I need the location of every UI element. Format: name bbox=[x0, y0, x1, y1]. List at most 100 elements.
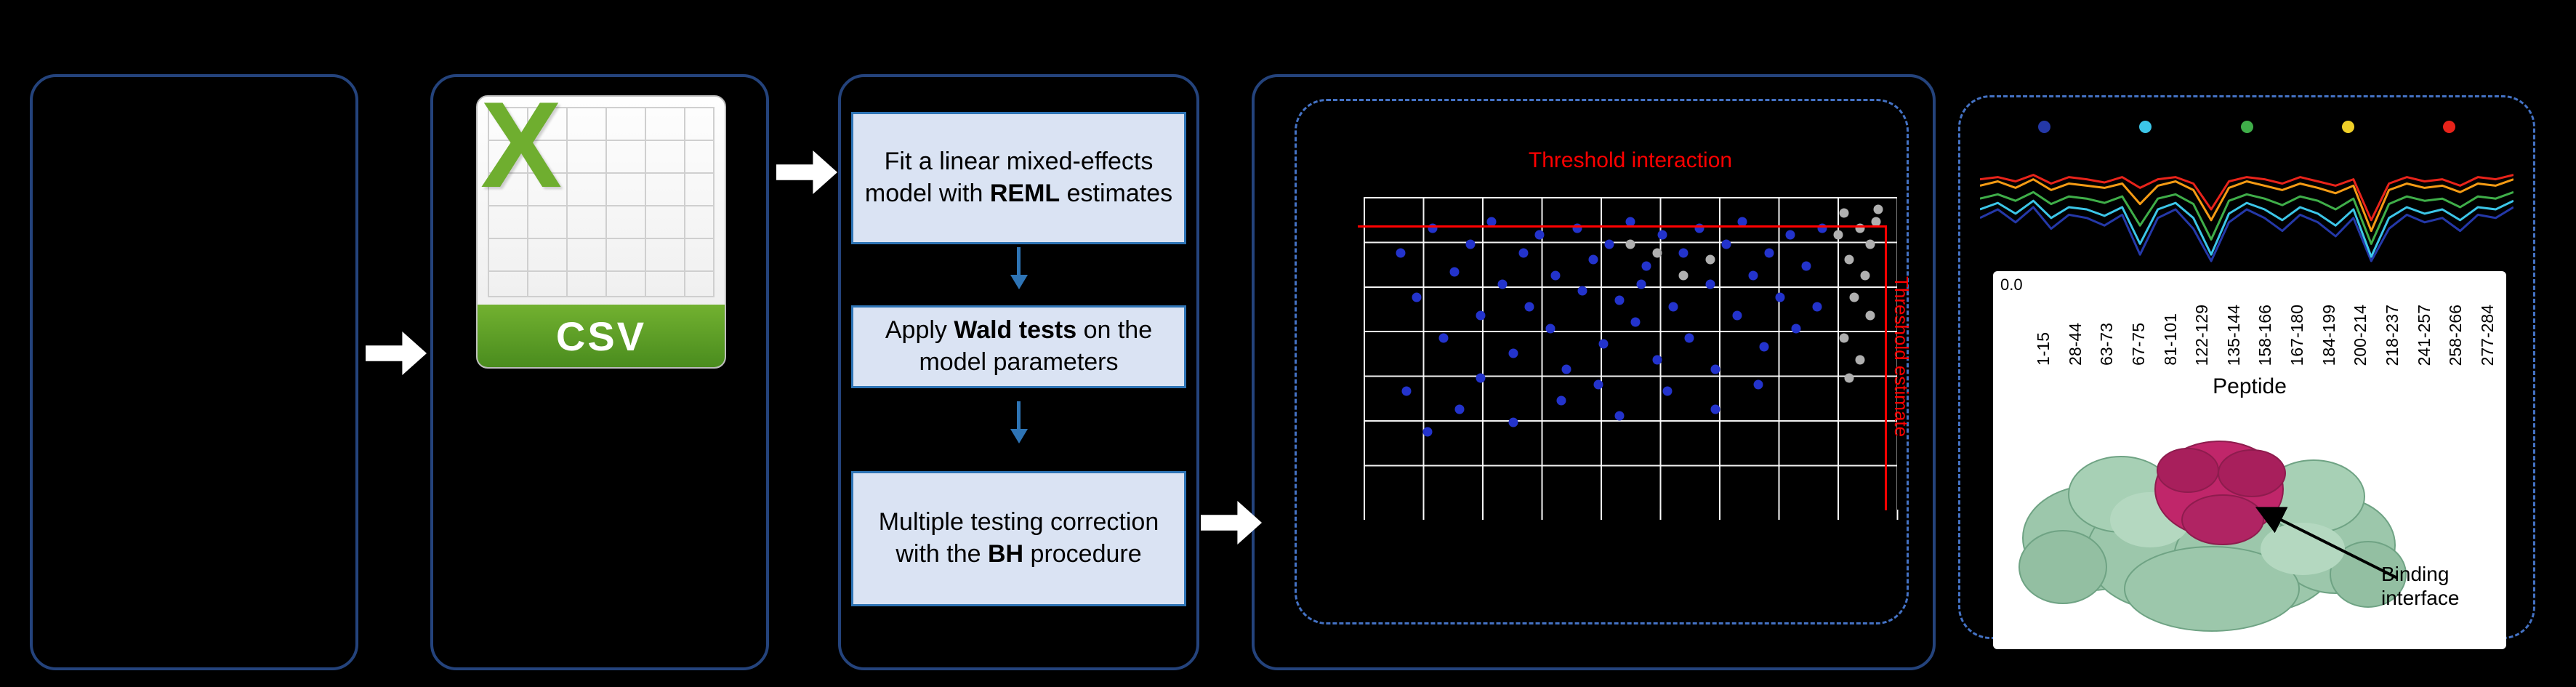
flow-text: procedure bbox=[1023, 540, 1142, 568]
scatter-point-significant bbox=[1684, 333, 1694, 342]
scatter-point-nonsignificant bbox=[1865, 239, 1875, 249]
scatter-point-nonsignificant bbox=[1855, 355, 1865, 365]
scatter-point-significant bbox=[1422, 427, 1433, 436]
scatter-point-nonsignificant bbox=[1625, 239, 1635, 249]
scatter-point-significant bbox=[1449, 267, 1460, 277]
scatter-point-significant bbox=[1710, 404, 1720, 414]
peptide-tick-label: 258-266 bbox=[2446, 304, 2466, 366]
scatter-point-significant bbox=[1604, 239, 1614, 249]
scatter-point-significant bbox=[1556, 395, 1566, 405]
flow-text: Fit a linear mixed-effects model with bbox=[864, 148, 1154, 207]
scatter-point-significant bbox=[1737, 217, 1747, 227]
scatter-plot-grid bbox=[1364, 197, 1897, 510]
binding-interface-region bbox=[2154, 441, 2286, 545]
down-arrow-icon bbox=[1010, 401, 1028, 443]
scatter-point-significant bbox=[1545, 324, 1555, 334]
line-series-dark-blue bbox=[1980, 206, 2513, 262]
line-chart-svg bbox=[1980, 174, 2513, 262]
scatter-point-nonsignificant bbox=[1871, 217, 1881, 227]
scatter-point-significant bbox=[1662, 386, 1673, 396]
flow-text: Multiple testing correction with the bbox=[878, 508, 1159, 568]
line-series-green bbox=[1980, 190, 2513, 245]
line-series-cyan bbox=[1980, 199, 2513, 258]
right-arrow-icon bbox=[366, 332, 427, 375]
protein-structure-image bbox=[2018, 441, 2407, 632]
panel-results bbox=[1252, 74, 1936, 670]
scatter-points-layer bbox=[1364, 197, 1897, 510]
peptide-tick-label: 1-15 bbox=[2034, 332, 2053, 366]
legend-dot-icon bbox=[2240, 121, 2253, 133]
scatter-point-significant bbox=[1753, 379, 1763, 390]
y-axis-tick-label: 0.0 bbox=[2000, 276, 2023, 294]
flow-text-bold: REML bbox=[989, 180, 1060, 207]
scatter-point-significant bbox=[1486, 217, 1497, 227]
flow-box-text: Apply Wald tests on the model parameters bbox=[864, 315, 1174, 378]
scatter-point-nonsignificant bbox=[1865, 310, 1875, 321]
scatter-point-significant bbox=[1614, 411, 1625, 421]
scatter-point-significant bbox=[1593, 379, 1603, 390]
legend-dot-icon bbox=[2341, 121, 2354, 133]
scatter-point-nonsignificant bbox=[1833, 230, 1843, 240]
scatter-point-significant bbox=[1476, 310, 1486, 321]
peptide-tick-label: 241-257 bbox=[2414, 304, 2434, 366]
scatter-point-significant bbox=[1652, 355, 1662, 365]
peptide-tick-label: 67-75 bbox=[2128, 323, 2148, 366]
scatter-point-significant bbox=[1550, 270, 1561, 280]
scatter-point-significant bbox=[1465, 239, 1476, 249]
scatter-point-significant bbox=[1764, 248, 1774, 258]
scatter-point-significant bbox=[1508, 348, 1518, 358]
scatter-point-nonsignificant bbox=[1839, 208, 1849, 217]
series-legend-dots bbox=[1980, 121, 2513, 134]
flow-box-linear-mixed-model: Fit a linear mixed-effects model with RE… bbox=[851, 112, 1186, 244]
peptide-tick-label: 184-199 bbox=[2319, 304, 2338, 366]
scatter-point-significant bbox=[1710, 364, 1720, 374]
threshold-estimate-line bbox=[1885, 225, 1887, 510]
scatter-point-significant bbox=[1614, 295, 1625, 305]
scatter-point-significant bbox=[1812, 302, 1822, 311]
flow-text: estimates bbox=[1060, 180, 1173, 207]
peptide-tick-label: 158-166 bbox=[2255, 304, 2275, 366]
scatter-point-significant bbox=[1401, 386, 1412, 396]
right-arrow-icon bbox=[776, 150, 837, 194]
scatter-point-significant bbox=[1668, 302, 1678, 311]
panel-input bbox=[30, 74, 358, 670]
scatter-point-significant bbox=[1412, 292, 1422, 302]
down-arrow-icon bbox=[1010, 247, 1028, 289]
peptide-tick-label: 63-73 bbox=[2097, 323, 2117, 366]
binding-interface-label: Binding interface bbox=[2381, 563, 2460, 610]
scatter-point-significant bbox=[1588, 254, 1598, 265]
legend-dot-icon bbox=[2038, 121, 2050, 133]
scatter-point-significant bbox=[1791, 324, 1801, 334]
spreadsheet-grid bbox=[488, 107, 715, 297]
flow-box-text: Multiple testing correction with the BH … bbox=[864, 507, 1174, 570]
line-series-red bbox=[1980, 174, 2513, 222]
scatter-point-significant bbox=[1705, 279, 1715, 289]
scatter-point-significant bbox=[1630, 317, 1641, 327]
scatter-point-significant bbox=[1518, 248, 1529, 258]
flow-text-bold: BH bbox=[987, 540, 1024, 568]
scatter-point-significant bbox=[1497, 279, 1508, 289]
scatter-x-ticks bbox=[1364, 510, 1899, 520]
scatter-point-significant bbox=[1759, 342, 1768, 352]
protein-surface bbox=[2018, 456, 2407, 632]
peptide-tick-label: 135-144 bbox=[2223, 304, 2243, 366]
flow-box-wald-tests: Apply Wald tests on the model parameters bbox=[851, 305, 1186, 388]
scatter-point-nonsignificant bbox=[1860, 270, 1870, 280]
scatter-point-significant bbox=[1524, 302, 1534, 311]
scatter-point-nonsignificant bbox=[1873, 204, 1883, 214]
scatter-point-significant bbox=[1577, 286, 1587, 296]
excel-x-letter: X bbox=[480, 95, 563, 213]
peptide-line-chart bbox=[1980, 156, 2513, 263]
scatter-point-significant bbox=[1748, 270, 1758, 280]
peptide-figure-card: 0.0 1-15 28-44 63-73 67-75 81-101 122-129 135-… bbox=[1993, 271, 2506, 649]
annotation-arrow bbox=[2255, 507, 2398, 579]
flow-text-bold: Wald tests bbox=[954, 316, 1077, 345]
panel-csv-file bbox=[430, 74, 769, 670]
scatter-point-significant bbox=[1775, 292, 1785, 302]
scatter-title: Threshold interaction bbox=[1528, 148, 1733, 172]
flow-text: Apply bbox=[885, 316, 954, 345]
scatter-point-significant bbox=[1657, 230, 1667, 240]
peptide-tick-label: 167-180 bbox=[2287, 304, 2307, 366]
flow-box-text: Fit a linear mixed-effects model with RE… bbox=[864, 146, 1174, 209]
scatter-point-significant bbox=[1396, 248, 1406, 258]
